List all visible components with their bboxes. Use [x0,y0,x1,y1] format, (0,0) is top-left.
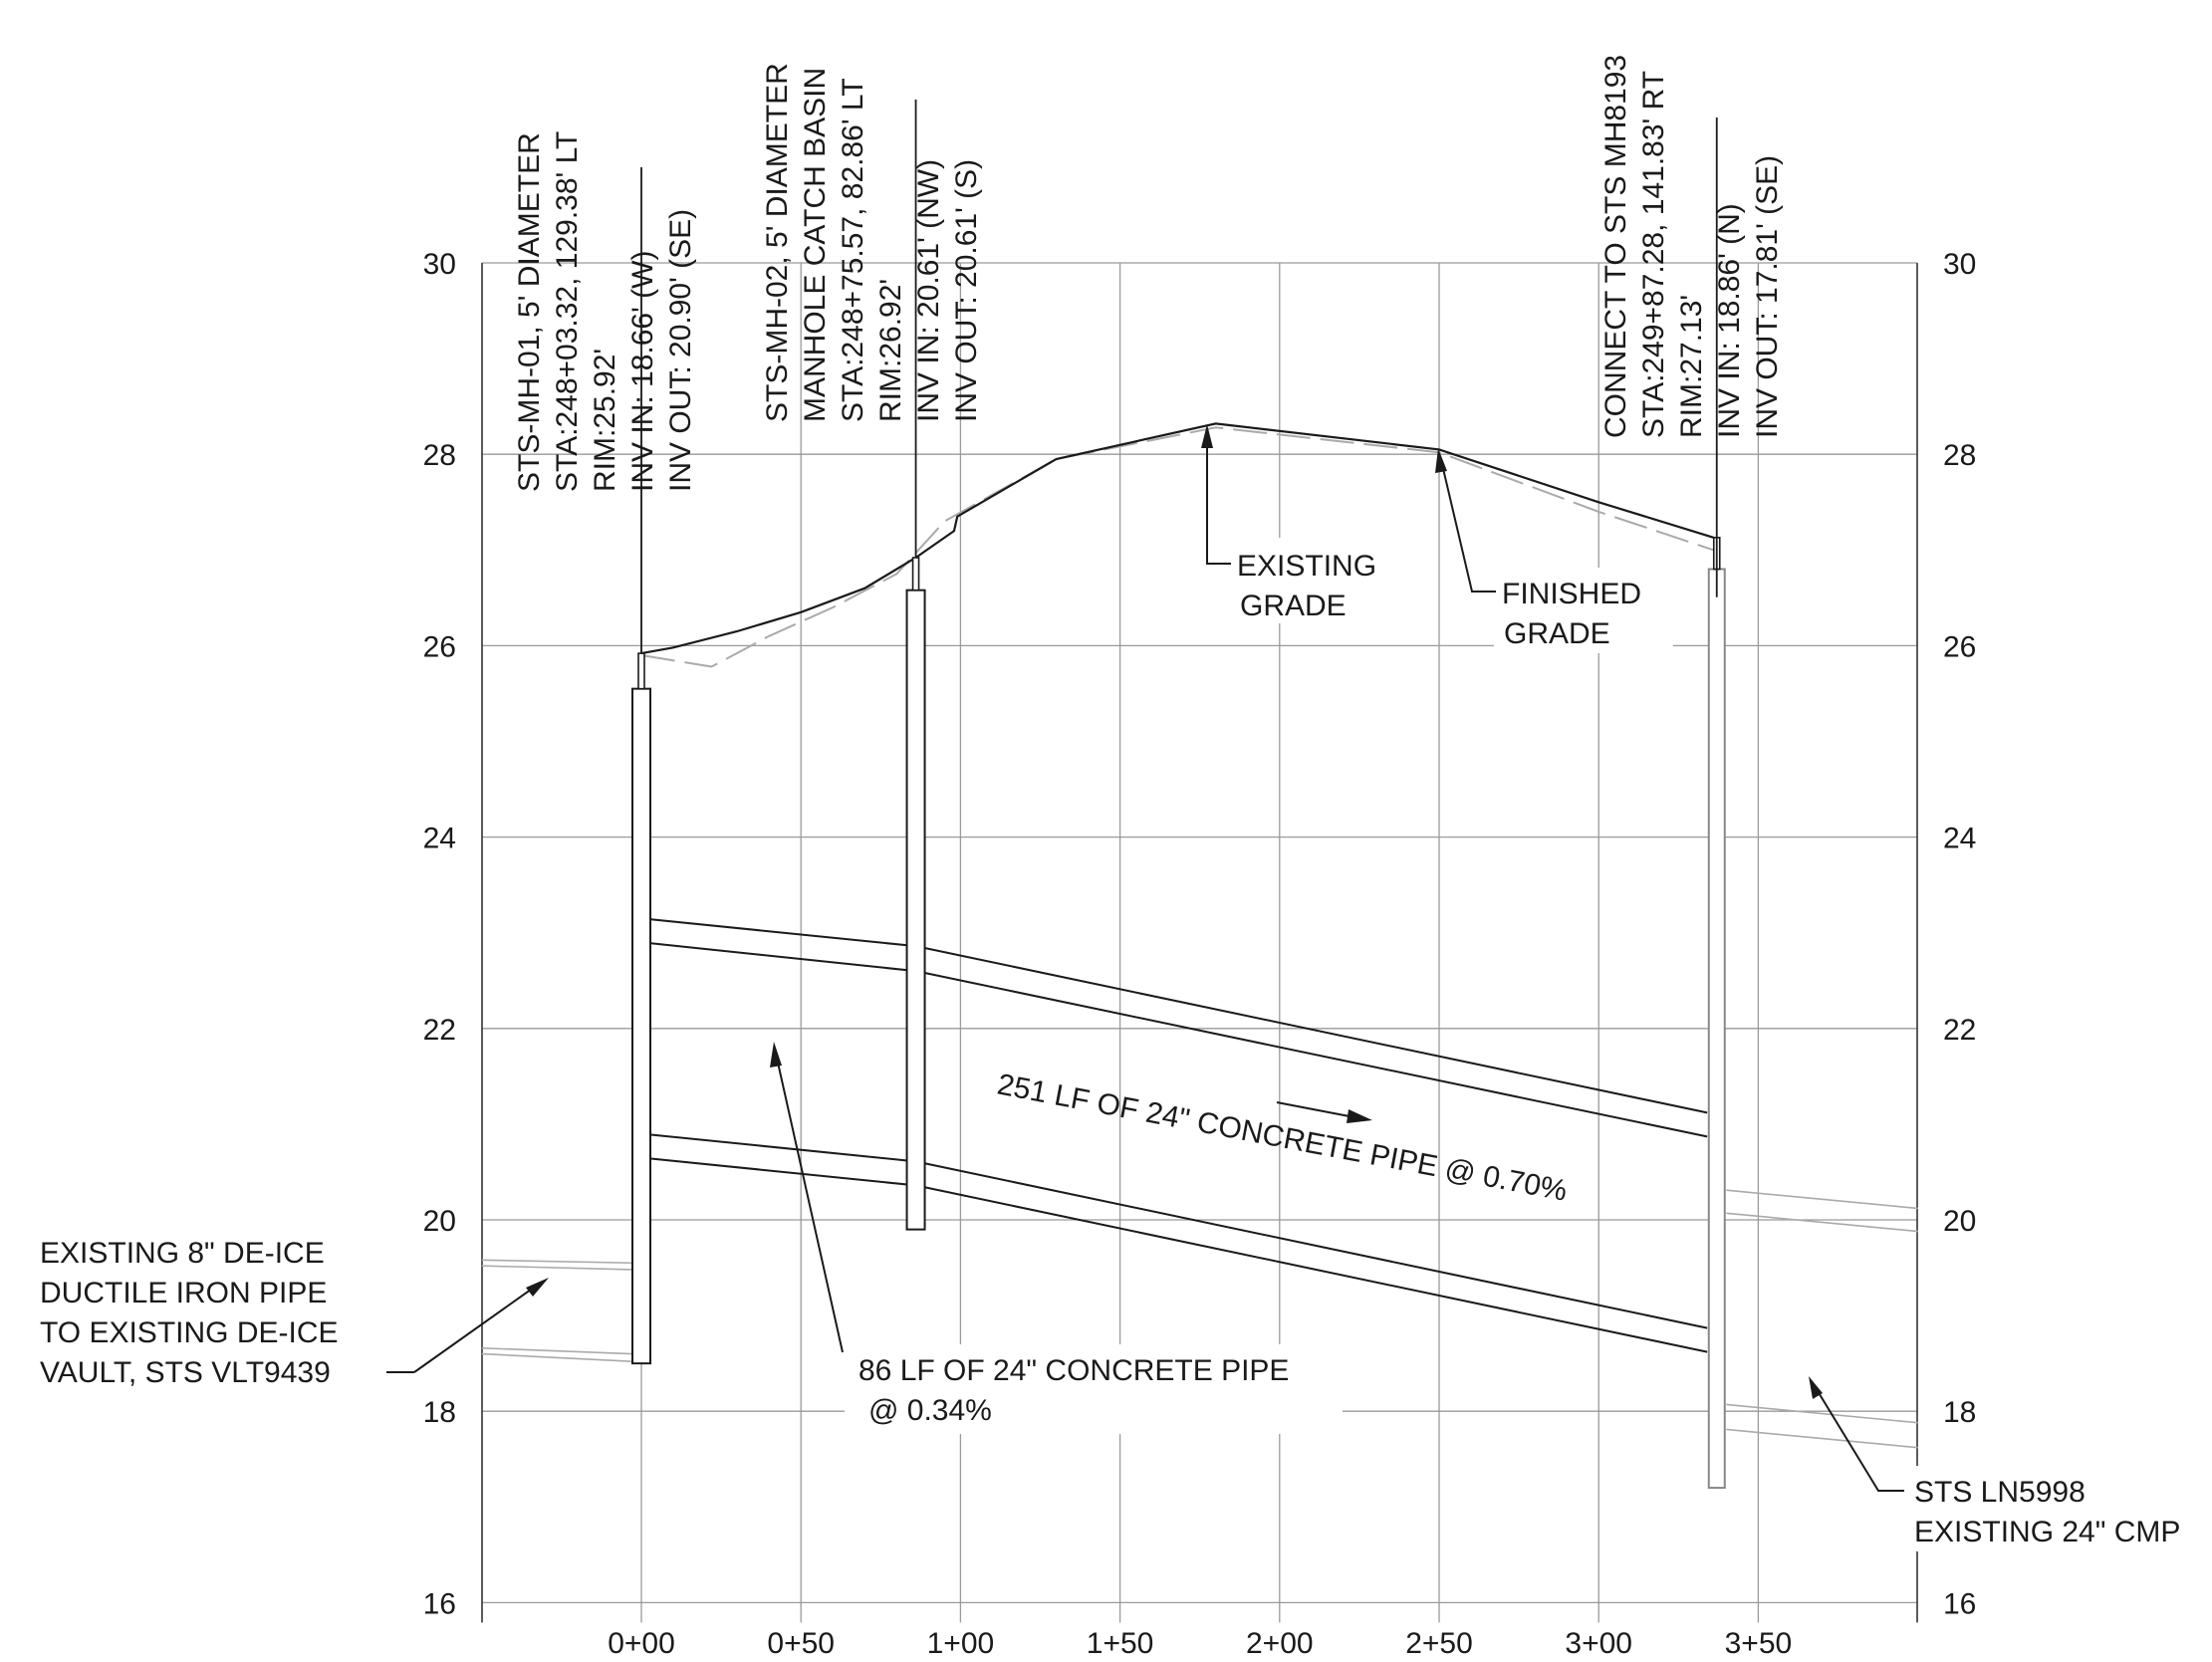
label-line: INV IN: 18.86' (N) [1713,203,1746,438]
pipe1-outer-top [650,918,916,948]
label-line: STS-MH-01, 5' DIAMETER [513,132,546,492]
station-tick-label: 0+00 [608,1627,675,1660]
label-line: STS-MH-02, 5' DIAMETER [761,63,794,422]
elevation-tick-label: 26 [423,630,456,663]
existing-grade-callout: EXISTING GRADE [1201,424,1400,623]
pipe1-label-text: @ 0.34% [868,1394,992,1427]
elevation-tick-label: 28 [1943,439,1976,472]
label-line: INV OUT: 20.90' (SE) [664,209,697,492]
label-line: STA:248+03.32, 129.38' LT [551,131,584,492]
elevation-axis-left: 30 28 26 24 22 20 18 16 [423,248,456,1620]
deice-pipe-label: VAULT, STS VLT9439 [40,1356,331,1389]
manhole-barrel [631,687,651,1365]
elevation-tick-label: 20 [1943,1205,1976,1238]
deice-pipe-wall [481,1352,632,1363]
elevation-tick-label: 16 [1943,1587,1976,1620]
elevation-tick-label: 30 [423,248,456,281]
structure-label-mh1: STS-MH-01, 5' DIAMETER STA:248+03.32, 12… [513,131,697,492]
elevation-tick-label: 18 [423,1396,456,1429]
deice-pipe-label: EXISTING 8" DE-ICE [40,1237,325,1270]
elevation-axis-right: 30 28 26 24 22 20 18 16 [1943,248,1976,1620]
station-tick-label: 0+50 [767,1627,835,1660]
elevation-tick-label: 18 [1943,1396,1976,1429]
label-line: RIM:27.13' [1675,295,1708,438]
ground-profile [640,422,1714,668]
cmp-pipe-wall [1726,1189,1918,1210]
label-line: INV IN: 18.66' (W) [626,251,659,492]
label-line: STA:248+75.57, 82.86' LT [837,78,869,422]
pipe2-inner-top [915,970,1708,1138]
deice-pipe-callout: EXISTING 8" DE-ICE DUCTILE IRON PIPE TO … [40,1237,549,1389]
pipe2-inner-bottom [915,1160,1708,1329]
structure-label-mh2: STS-MH-02, 5' DIAMETER MANHOLE CATCH BAS… [761,63,983,422]
station-tick-label: 3+50 [1725,1627,1793,1660]
station-axis: 0+00 0+50 1+00 1+50 2+00 2+50 3+00 3+50 [608,1627,1792,1660]
label-line: RIM:25.92' [589,349,621,492]
manhole-barrel [905,589,926,1231]
elevation-tick-label: 22 [423,1014,456,1047]
pipe1-callout: 86 LF OF 24" CONCRETE PIPE @ 0.34% [770,1042,1343,1434]
pipe1-inner-bottom [650,1133,916,1163]
label-line: STA:249+87.28, 141.83' RT [1637,71,1670,438]
manhole-riser [911,557,920,592]
elevation-tick-label: 28 [423,439,456,472]
manhole-barrel [1707,568,1726,1490]
finished-grade-line [640,422,1714,655]
cmp-pipe-wall [1726,1428,1918,1449]
station-tick-label: 3+00 [1565,1627,1632,1660]
cmp-pipe-wall [1726,1403,1918,1424]
elevation-tick-label: 26 [1943,630,1976,663]
pipe2-outer-bottom [915,1184,1708,1353]
cmp-label: EXISTING 24" CMP [1914,1516,2180,1548]
deice-pipe-wall [481,1346,632,1355]
existing-grade-line [640,426,1714,668]
station-tick-label: 1+50 [1087,1627,1154,1660]
elevation-tick-label: 20 [423,1205,456,1238]
label-line: INV IN: 20.61' (NW) [912,159,945,422]
pipe1-label-text: 86 LF OF 24" CONCRETE PIPE [859,1354,1289,1387]
label-line: MANHOLE CATCH BASIN [799,68,832,422]
deice-pipe-wall [481,1259,632,1265]
label-line: INV OUT: 17.81' (SE) [1751,155,1784,438]
pipe-profile [650,918,1708,1353]
deice-pipe-label: TO EXISTING DE-ICE [40,1316,339,1349]
existing-pipes [481,1189,1918,1449]
cmp-label: STS LN5998 [1914,1476,2086,1509]
pipe1-outer-bottom [650,1157,916,1187]
manhole-riser [637,652,645,690]
station-tick-label: 2+00 [1246,1627,1314,1660]
cmp-pipe-wall [1726,1212,1918,1233]
existing-grade-label: EXISTING [1237,550,1376,583]
label-line: INV OUT: 20.61' (S) [950,159,983,422]
pipe1-inner-top [650,942,916,973]
finished-grade-label: GRADE [1504,617,1610,650]
structure-label-mh3: CONNECT TO STS MH8193 STA:249+87.28, 141… [1599,55,1784,438]
label-line: RIM:26.92' [874,279,907,422]
station-tick-label: 1+00 [927,1627,995,1660]
elevation-tick-label: 24 [1943,823,1976,855]
elevation-tick-label: 16 [423,1587,456,1620]
pipe2-outer-top [915,945,1708,1114]
deice-pipe-label: DUCTILE IRON PIPE [40,1277,327,1309]
elevation-tick-label: 30 [1943,248,1976,281]
elevation-tick-label: 22 [1943,1014,1976,1047]
cmp-callout: STS LN5998 EXISTING 24" CMP [1809,1376,2201,1551]
station-tick-label: 2+50 [1405,1627,1473,1660]
structures [631,100,1726,1490]
existing-grade-label: GRADE [1240,590,1347,622]
label-line: CONNECT TO STS MH8193 [1599,55,1632,438]
finished-grade-callout: FINISHED GRADE [1435,448,1673,653]
finished-grade-label: FINISHED [1502,578,1641,610]
deice-pipe-wall [481,1265,632,1271]
elevation-tick-label: 24 [423,823,456,855]
